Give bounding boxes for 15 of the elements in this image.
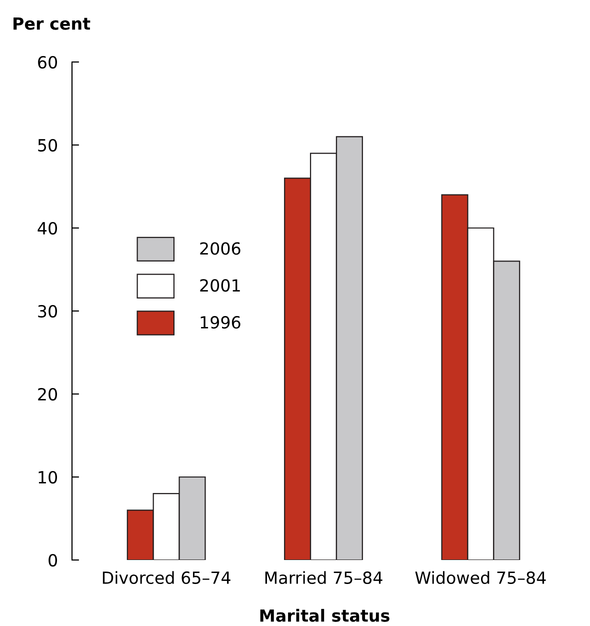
y-axis-title: Per cent (14, 17, 90, 30)
y-tick-label: 40 (38, 222, 58, 235)
y-tick-label: 60 (38, 56, 58, 69)
legend-label: 2001 (200, 279, 240, 292)
x-axis-title: Marital status (260, 608, 390, 622)
x-tick-label: Divorced 65–74 (102, 571, 230, 584)
y-tick-label: 30 (38, 304, 58, 318)
y-tick-label: 10 (38, 470, 58, 484)
x-tick-label: Widowed 75–84 (415, 571, 546, 584)
y-tick-label: 0 (48, 554, 58, 567)
y-tick-label: 50 (38, 138, 58, 152)
legend-label: 2006 (200, 242, 240, 255)
x-tick-label: Married 75–84 (265, 571, 382, 584)
y-tick-label: 20 (38, 388, 58, 401)
legend-label: 1996 (200, 316, 240, 329)
